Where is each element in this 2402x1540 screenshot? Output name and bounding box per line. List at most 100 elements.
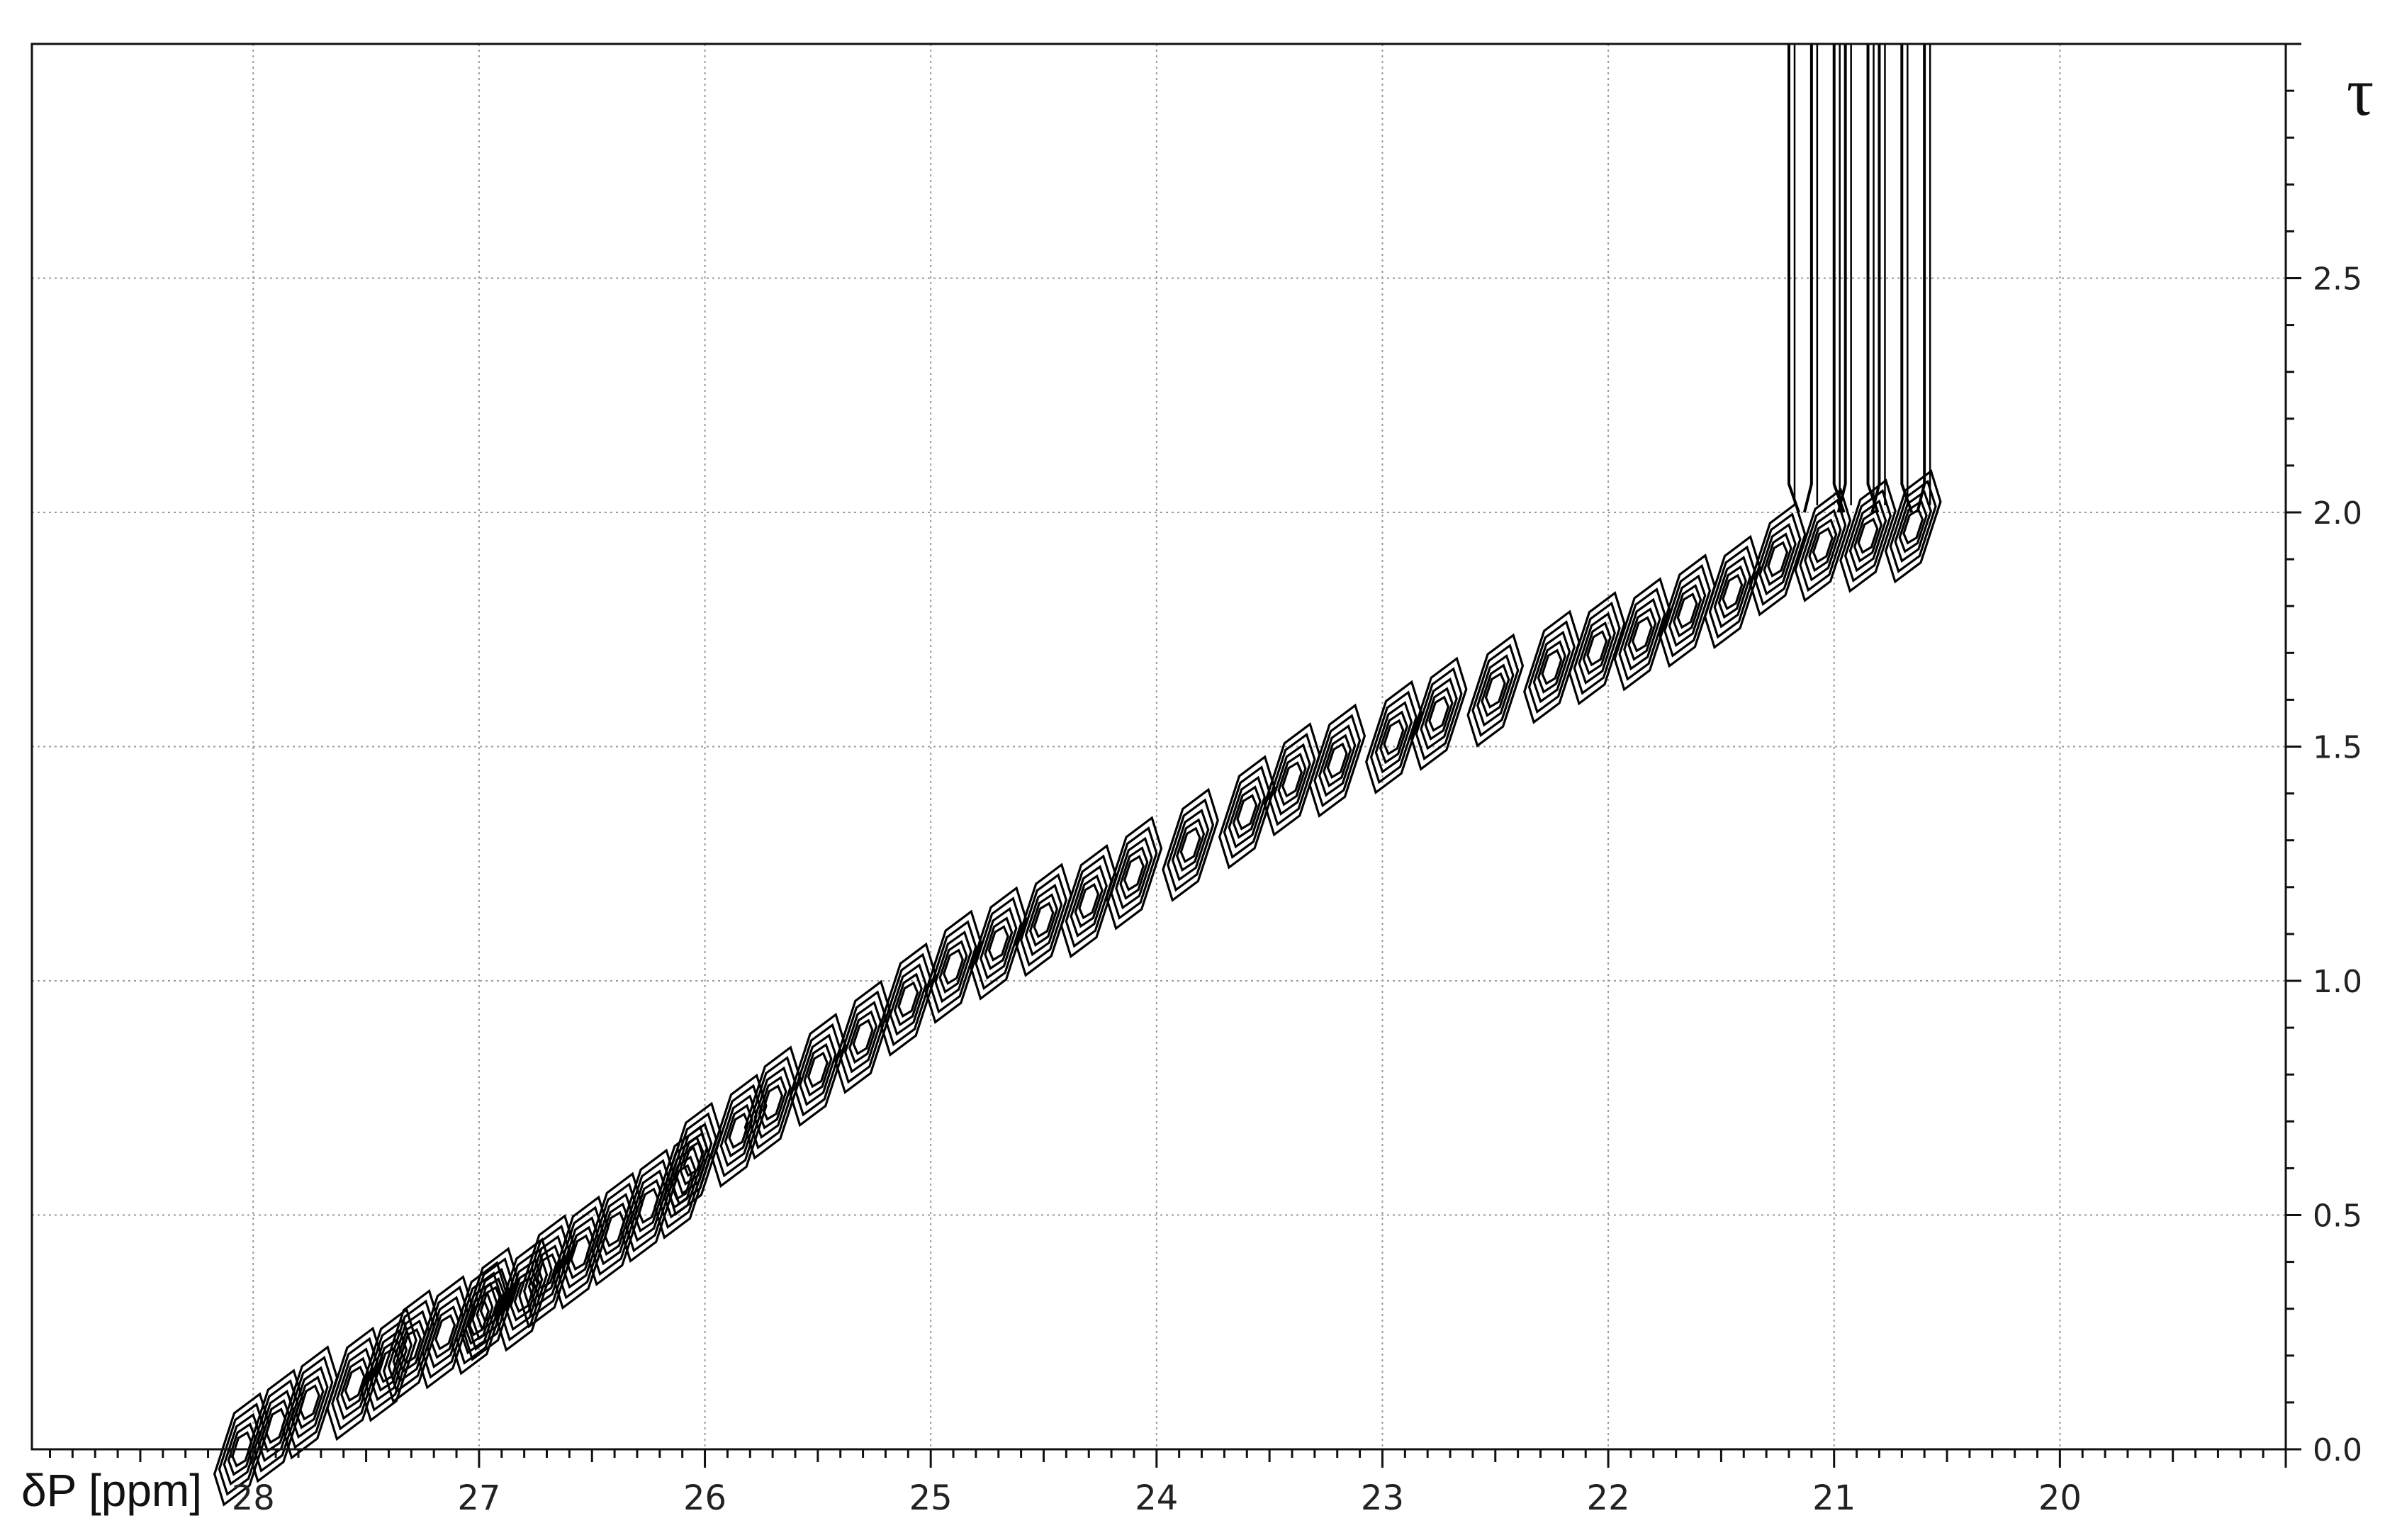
contour-ring bbox=[479, 1286, 501, 1322]
contour-ring bbox=[1758, 522, 1797, 596]
contour-ring bbox=[1318, 724, 1357, 797]
contour-ring bbox=[364, 1318, 413, 1412]
contour-ring bbox=[1236, 794, 1258, 831]
x-tick-label: 27 bbox=[457, 1478, 500, 1518]
contour-ring bbox=[1323, 734, 1352, 788]
vertical-trace bbox=[1788, 44, 1800, 513]
contour-ring bbox=[728, 1112, 750, 1150]
contour-ring bbox=[1420, 677, 1458, 751]
contour-peak bbox=[495, 1237, 553, 1352]
contour-ring bbox=[897, 981, 919, 1018]
contour-ring bbox=[674, 1122, 713, 1196]
contour-peak bbox=[1568, 591, 1626, 706]
x-tick-label: 23 bbox=[1361, 1478, 1404, 1518]
contour-ring bbox=[1481, 663, 1510, 718]
contour-ring bbox=[1627, 607, 1657, 661]
contour-ring bbox=[1586, 629, 1608, 667]
contour-ring bbox=[1424, 687, 1454, 741]
contour-ring bbox=[1578, 612, 1616, 685]
contour-ring bbox=[1228, 775, 1267, 849]
contour-ring bbox=[1618, 587, 1666, 681]
contour-ring bbox=[1074, 874, 1104, 928]
contour-ring bbox=[709, 1073, 768, 1188]
contour-ring bbox=[286, 1355, 334, 1449]
contour-ring bbox=[1176, 818, 1206, 872]
x-tick-label: 20 bbox=[2038, 1478, 2082, 1518]
contour-ring bbox=[1843, 489, 1892, 583]
contour-ring bbox=[807, 1051, 829, 1089]
y-tick-label: 1.0 bbox=[2313, 964, 2362, 1000]
contour-ring bbox=[1722, 573, 1744, 611]
contour-ring bbox=[980, 906, 1018, 980]
contour-ring bbox=[335, 1347, 374, 1420]
contour-ring bbox=[1857, 517, 1879, 554]
y-tick-label: 0.5 bbox=[2313, 1198, 2362, 1235]
x-axis: 28 27 26 25 24 23 22 21 20 bbox=[48, 1449, 2287, 1518]
y-tick-label: 2.5 bbox=[2313, 262, 2362, 298]
contour-ring bbox=[1753, 512, 1802, 607]
contour-ring bbox=[295, 1376, 325, 1429]
contour-ring bbox=[889, 963, 928, 1036]
contour-peak bbox=[1365, 680, 1422, 794]
contour-peak bbox=[1410, 656, 1468, 771]
contour-peak bbox=[1613, 577, 1671, 692]
contour-ring bbox=[1668, 574, 1707, 648]
contour-ring bbox=[291, 1366, 329, 1439]
contour-ring bbox=[476, 1277, 505, 1331]
contour-ring bbox=[1808, 518, 1838, 573]
contour-ring bbox=[1110, 826, 1158, 920]
contour-ring bbox=[758, 1076, 787, 1130]
contour-ring bbox=[1019, 873, 1068, 967]
x-tick-label: 25 bbox=[909, 1478, 953, 1518]
contour-ring bbox=[1171, 809, 1210, 882]
contour-ring bbox=[1476, 653, 1515, 727]
contour-ring bbox=[331, 1337, 379, 1431]
contour-ring bbox=[1898, 499, 1928, 553]
contour-ring bbox=[1631, 616, 1653, 653]
contour-ring bbox=[942, 948, 965, 985]
contour-ring bbox=[1028, 893, 1059, 947]
contour-ring bbox=[984, 916, 1014, 970]
contour-ring bbox=[1812, 527, 1834, 564]
contour-peak bbox=[1749, 502, 1807, 617]
contour-ring bbox=[1119, 846, 1149, 900]
contour-ring bbox=[1308, 703, 1366, 818]
contour-ring bbox=[1410, 656, 1468, 771]
contour-ring bbox=[1024, 883, 1063, 957]
contour-peak bbox=[1523, 609, 1581, 724]
contour-layer bbox=[213, 44, 1942, 1507]
y-axis: 0.0 0.5 1.0 1.5 2.0 2.5 bbox=[2286, 43, 2362, 1468]
contour-ring bbox=[1379, 710, 1408, 765]
contour-ring bbox=[510, 1268, 539, 1322]
vertical-trace bbox=[1802, 44, 1813, 513]
contour-ring bbox=[1673, 583, 1702, 638]
x-tick-label: 24 bbox=[1135, 1478, 1178, 1518]
x-axis-title: δP [ppm] bbox=[21, 1465, 202, 1516]
vertical-trace bbox=[1836, 44, 1847, 513]
contour-ring bbox=[1277, 752, 1307, 806]
contour-ring bbox=[1326, 742, 1348, 780]
x-tick-label: 21 bbox=[1812, 1478, 1856, 1518]
contour-ring bbox=[505, 1258, 544, 1332]
y-axis-title: τ bbox=[2347, 54, 2374, 130]
contour-ring bbox=[1070, 865, 1108, 938]
contour-ring bbox=[970, 886, 1028, 1001]
contour-peak bbox=[461, 1247, 520, 1361]
contour-ring bbox=[1369, 690, 1418, 785]
contour-ring bbox=[400, 1327, 422, 1365]
contour-ring bbox=[852, 1018, 874, 1056]
contour-ring bbox=[1078, 882, 1100, 920]
contour-ring bbox=[929, 920, 977, 1014]
contour-ring bbox=[1162, 787, 1219, 902]
contour-ring bbox=[1717, 565, 1747, 619]
contour-ring bbox=[1676, 592, 1698, 629]
contour-ring bbox=[1415, 667, 1463, 761]
contour-ring bbox=[1613, 577, 1671, 692]
contour-peak bbox=[1794, 488, 1852, 602]
y-tick-label: 1.5 bbox=[2313, 730, 2362, 766]
contour-ring bbox=[340, 1356, 370, 1411]
contour-ring bbox=[762, 1084, 784, 1121]
contour-ring bbox=[532, 1244, 562, 1298]
contour-ring bbox=[934, 930, 972, 1004]
